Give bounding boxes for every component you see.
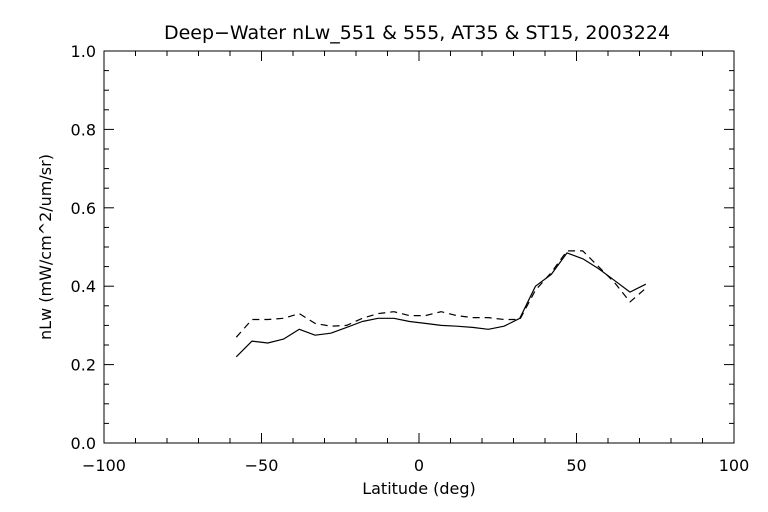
x-tick-label: −100 (82, 456, 126, 475)
y-tick-label: 0.2 (71, 356, 96, 375)
series-line-dashed (235, 250, 647, 338)
plot-frame (103, 50, 735, 444)
x-tick-label: −50 (245, 456, 279, 475)
y-tick-label: 0.6 (71, 199, 96, 218)
axis-tick-labels: −100 −50 0 50 100 0.0 0.2 0.4 0.6 0.8 1.0 (71, 42, 750, 475)
y-axis-label: nLw (mW/cm^2/um/sr) (36, 154, 55, 340)
axis-ticks (103, 50, 735, 444)
y-tick-label: 0.0 (71, 434, 96, 453)
chart-title: Deep−Water nLw_551 & 555, AT35 & ST15, 2… (164, 22, 670, 44)
y-tick-label: 1.0 (71, 42, 96, 61)
x-tick-label: 50 (566, 456, 586, 475)
y-tick-label: 0.8 (71, 120, 96, 139)
x-axis-label: Latitude (deg) (362, 479, 476, 498)
series-layer (235, 250, 647, 358)
series-line-solid (235, 252, 647, 358)
x-tick-label: 0 (414, 456, 424, 475)
x-tick-label: 100 (719, 456, 750, 475)
y-tick-label: 0.4 (71, 277, 96, 296)
